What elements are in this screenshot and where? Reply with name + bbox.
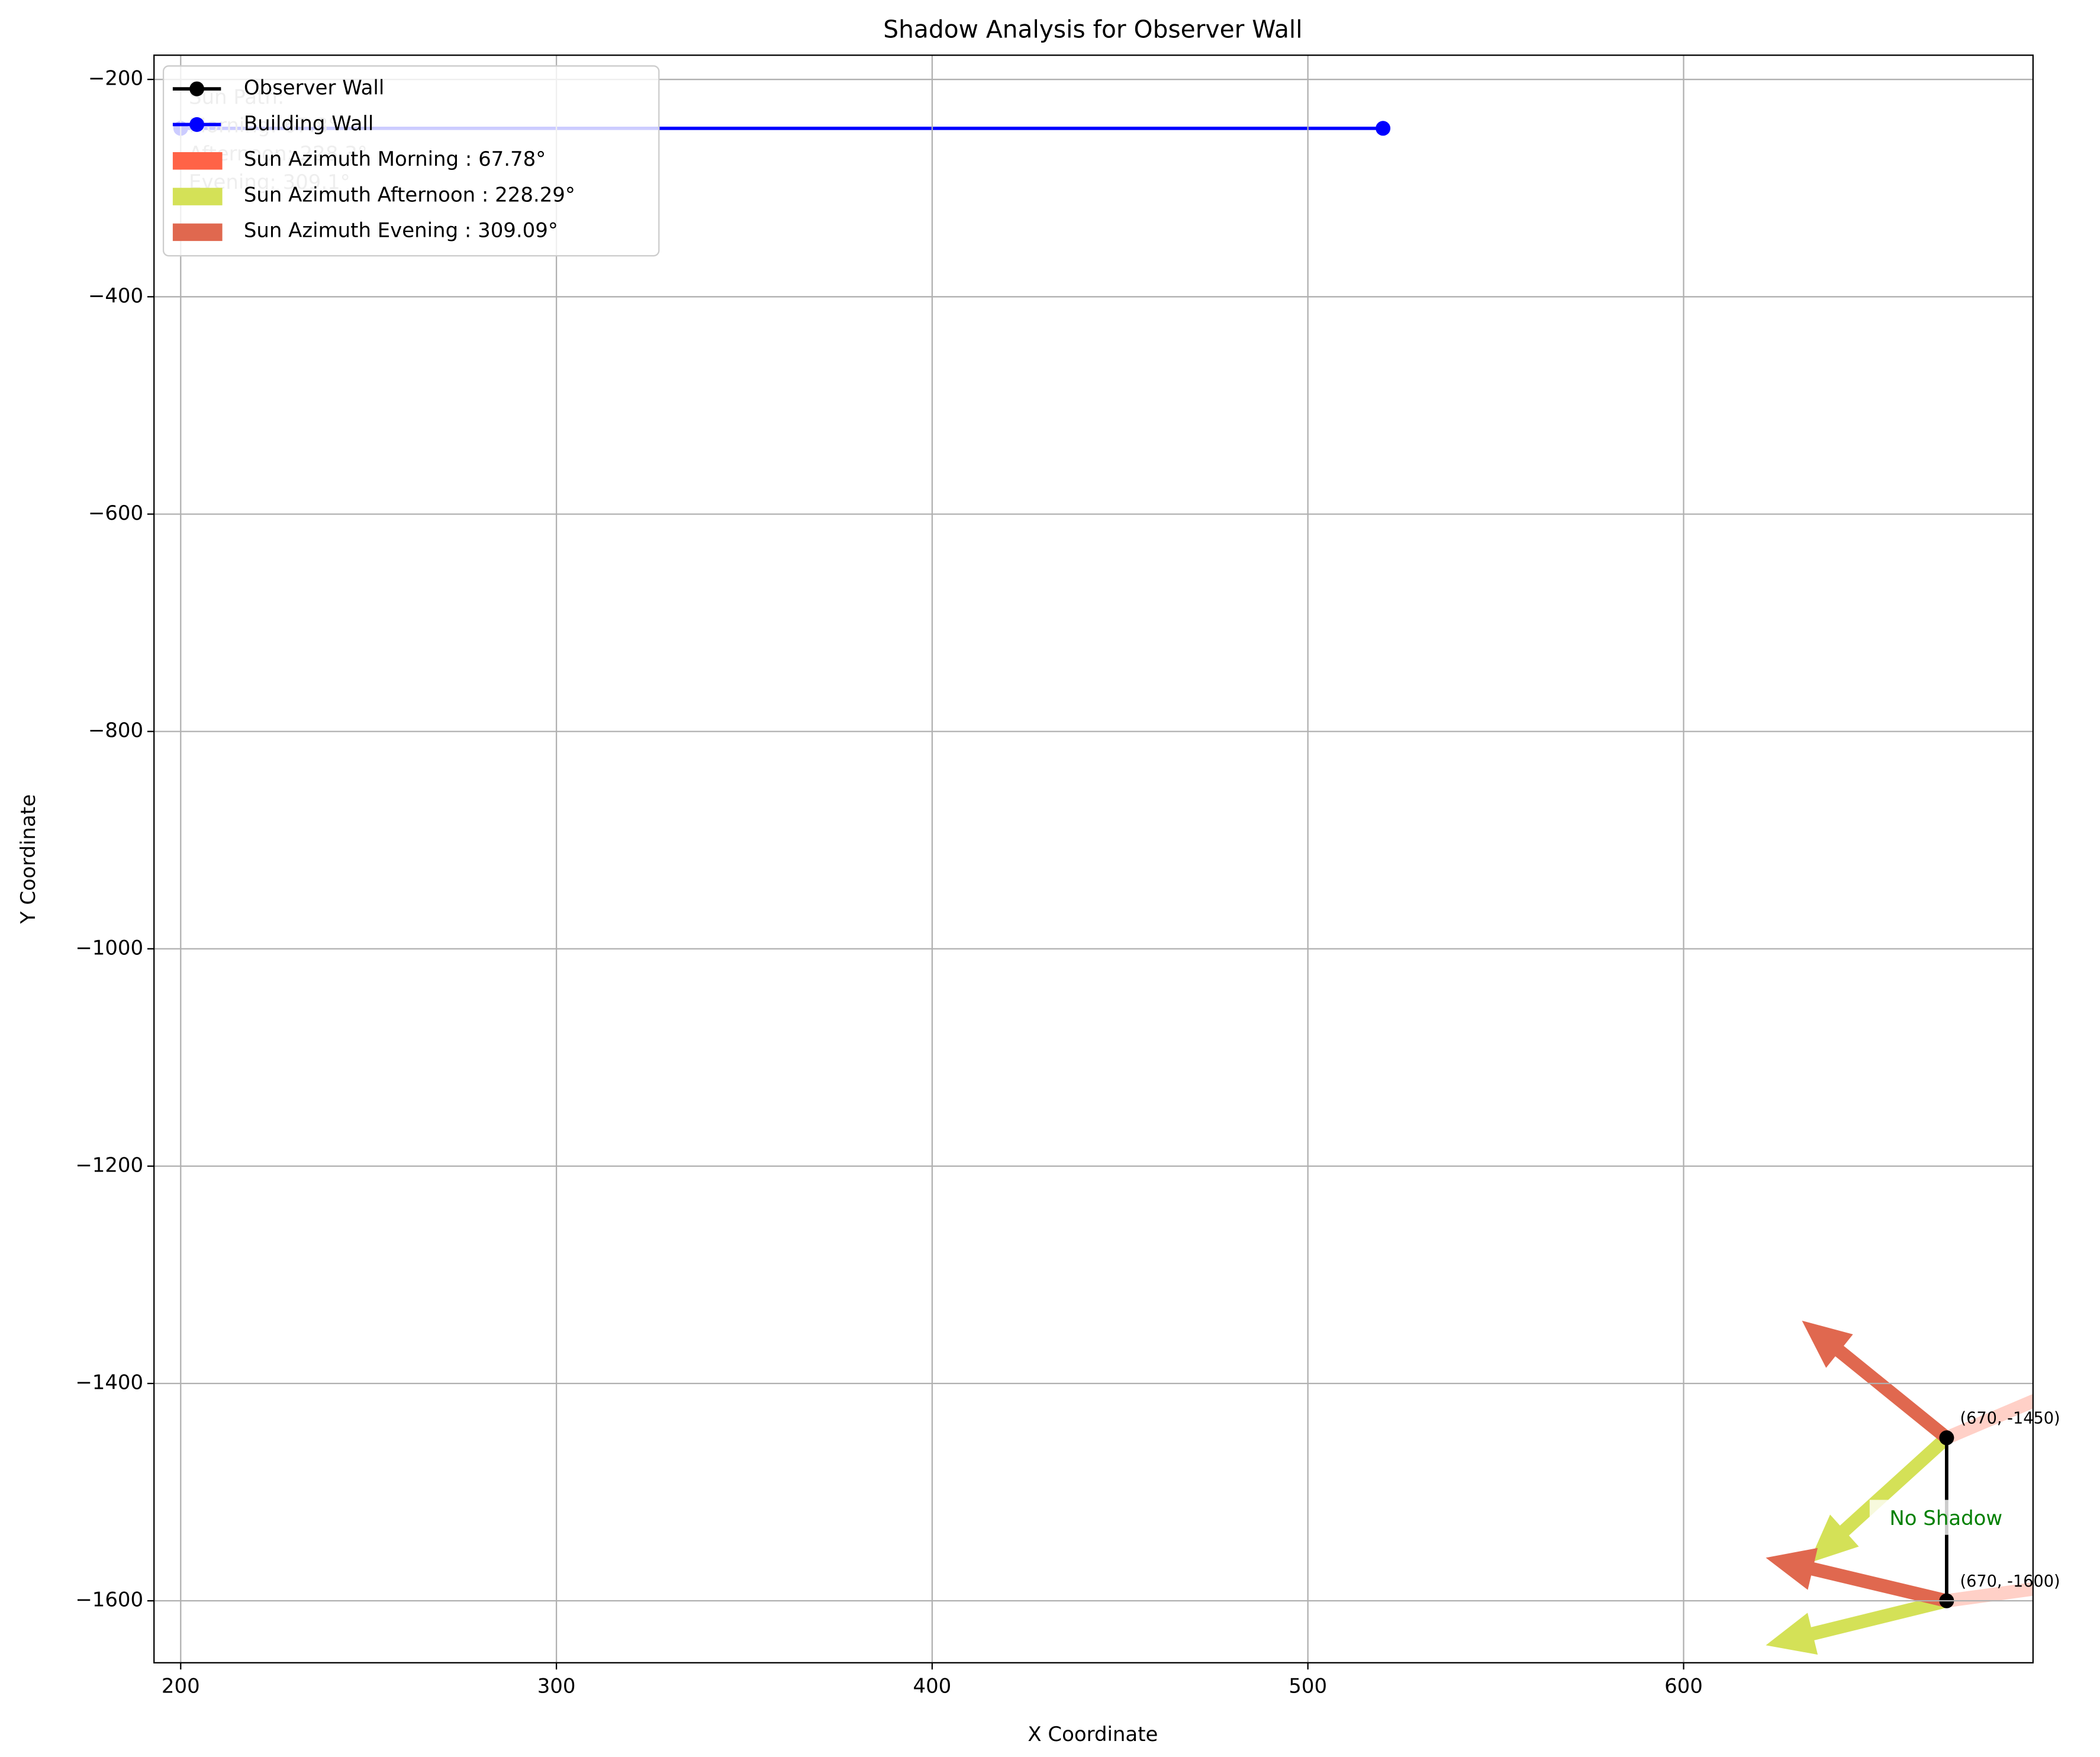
legend-marker xyxy=(189,117,205,132)
x-tick-label: 200 xyxy=(162,1674,200,1698)
sun-arrow xyxy=(1802,1320,1951,1443)
point xyxy=(1376,121,1391,136)
y-tick-label: −1000 xyxy=(75,936,143,960)
legend-label: Building Wall xyxy=(244,112,373,136)
status-bg xyxy=(1869,1499,2022,1535)
legend-swatch xyxy=(172,152,223,170)
point-label: (670, -1450) xyxy=(1960,1409,2060,1427)
status: No Shadow xyxy=(1889,1507,2002,1530)
legend-marker xyxy=(189,81,205,96)
chart-title: Shadow Analysis for Observer Wall xyxy=(883,15,1302,43)
legend-label: Sun Azimuth Evening : 309.09° xyxy=(244,219,558,243)
plot-frame xyxy=(153,54,2034,1663)
y-tick-label: −400 xyxy=(88,284,143,308)
x-tick-label: 500 xyxy=(1289,1674,1327,1698)
y-tick-label: −1600 xyxy=(75,1588,143,1612)
legend-label: Sun Azimuth Morning : 67.78° xyxy=(244,147,546,171)
y-tick-label: −1400 xyxy=(75,1370,143,1394)
point-label: (670, -1600) xyxy=(1960,1572,2060,1591)
sun-arrow xyxy=(1766,1594,1948,1655)
y-tick-label: −600 xyxy=(88,501,143,525)
x-tick-label: 600 xyxy=(1664,1674,1703,1698)
y-tick-label: −800 xyxy=(88,719,143,742)
x-tick-label: 300 xyxy=(537,1674,576,1698)
x-tick-label: 400 xyxy=(913,1674,952,1698)
y-tick-label: −1200 xyxy=(75,1153,143,1177)
point xyxy=(1939,1430,1954,1446)
y-axis-label: Y Coordinate xyxy=(17,794,40,925)
legend-swatch xyxy=(172,188,223,205)
sun-arrow xyxy=(1808,1433,1951,1563)
y-tick-label: −200 xyxy=(88,67,143,91)
sun-arrow xyxy=(1766,1547,1948,1608)
legend-swatch xyxy=(172,223,223,242)
sun-arrow xyxy=(1944,1394,2033,1444)
legend xyxy=(162,65,660,257)
legend-label: Sun Azimuth Afternoon : 228.29° xyxy=(244,183,575,207)
legend-label: Observer Wall xyxy=(244,76,384,100)
x-axis-label: X Coordinate xyxy=(1028,1723,1158,1746)
